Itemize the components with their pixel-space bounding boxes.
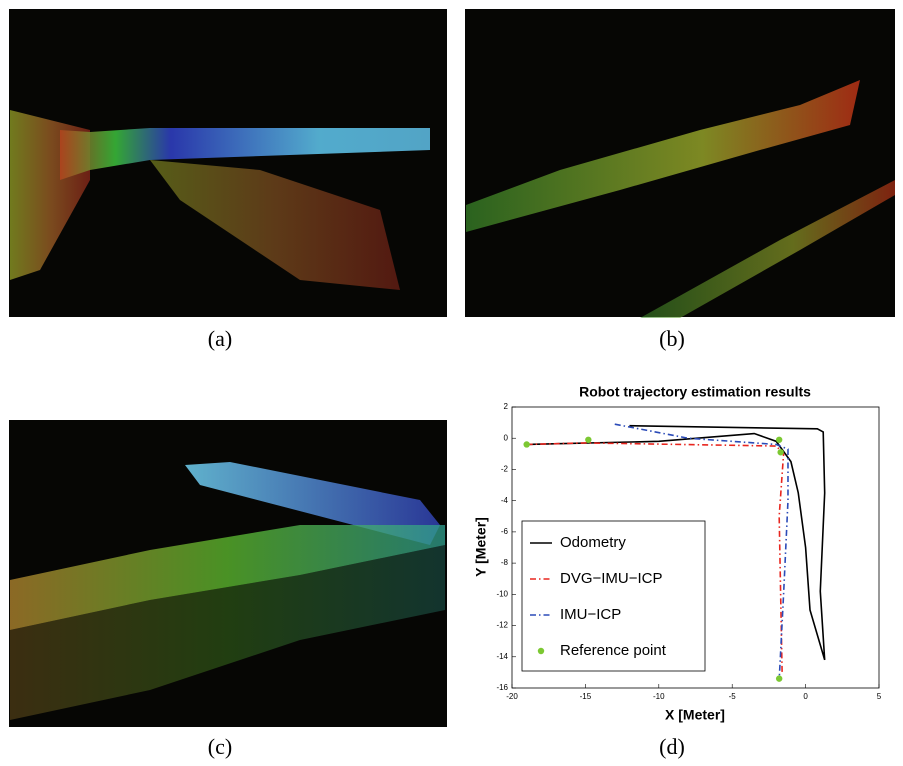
series-line [526, 424, 826, 661]
point-cloud-a [9, 9, 447, 317]
legend-label: Reference point [560, 642, 667, 659]
chart: Robot trajectory estimation results X [M… [473, 384, 882, 723]
legend-label: IMU−ICP [560, 606, 621, 623]
y-tick-label: -8 [501, 558, 509, 567]
y-tick-label: -2 [501, 465, 509, 474]
caption: (a) [208, 326, 232, 351]
legend-label: DVG−IMU−ICP [560, 570, 663, 587]
x-tick-label: 5 [877, 692, 882, 701]
y-tick-label: -12 [496, 621, 508, 630]
y-tick-label: 0 [504, 433, 509, 442]
chart-title: Robot trajectory estimation results [579, 384, 811, 400]
reference-point [777, 449, 784, 456]
y-tick-label: -16 [496, 683, 508, 692]
reference-point [523, 441, 530, 448]
caption: (b) [659, 326, 685, 351]
reference-point [775, 436, 783, 443]
y-tick-label: -4 [501, 496, 509, 505]
legend-marker [537, 647, 545, 655]
caption: (d) [659, 734, 685, 759]
x-axis-label: X [Meter] [665, 707, 725, 723]
x-tick-label: -15 [580, 692, 592, 701]
x-tick-label: 0 [803, 692, 808, 701]
y-tick-label: 2 [504, 402, 509, 411]
point-cloud-b [465, 9, 895, 318]
y-tick-label: -14 [496, 652, 508, 661]
legend-box [521, 520, 706, 672]
reference-point [585, 436, 592, 443]
y-tick-label: -10 [496, 589, 508, 598]
caption: (c) [208, 734, 232, 759]
reference-point [775, 675, 783, 682]
series-line [526, 442, 785, 673]
x-tick-label: -20 [506, 692, 518, 701]
y-axis-label: Y [Meter] [473, 517, 489, 577]
x-tick-label: -5 [729, 692, 737, 701]
y-tick-label: -6 [501, 527, 509, 536]
x-tick-label: -10 [653, 692, 665, 701]
legend-label: Odometry [560, 534, 626, 551]
series-line [614, 423, 789, 681]
point-cloud-c [9, 420, 447, 727]
